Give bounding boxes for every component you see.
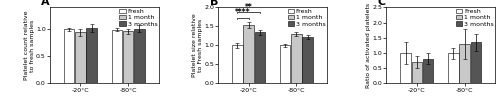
Bar bbox=[412, 62, 422, 83]
Bar bbox=[400, 53, 411, 83]
Y-axis label: Platelet count relative
to fresh samples: Platelet count relative to fresh samples bbox=[24, 11, 34, 80]
Bar bbox=[423, 59, 434, 83]
Bar bbox=[232, 45, 242, 83]
Bar bbox=[134, 29, 144, 83]
Text: **: ** bbox=[244, 3, 252, 12]
Legend: Fresh, 1 month, 3 months: Fresh, 1 month, 3 months bbox=[119, 8, 158, 27]
Y-axis label: Ratio of activated platelets: Ratio of activated platelets bbox=[366, 3, 371, 88]
Text: ****: **** bbox=[235, 8, 250, 17]
Bar bbox=[64, 29, 74, 83]
Bar bbox=[86, 28, 97, 83]
Legend: Fresh, 1 month, 3 months: Fresh, 1 month, 3 months bbox=[287, 8, 326, 27]
Bar bbox=[254, 32, 265, 83]
Bar bbox=[302, 37, 313, 83]
Text: C: C bbox=[378, 0, 386, 7]
Bar bbox=[448, 53, 458, 83]
Text: A: A bbox=[42, 0, 50, 7]
Legend: Fresh, 1 month, 3 months: Fresh, 1 month, 3 months bbox=[456, 8, 494, 27]
Bar bbox=[460, 44, 470, 83]
Bar bbox=[280, 45, 290, 83]
Text: B: B bbox=[210, 0, 218, 7]
Bar bbox=[75, 32, 86, 83]
Bar bbox=[123, 31, 134, 83]
Y-axis label: Platelet size relative
to Fresh samples: Platelet size relative to Fresh samples bbox=[192, 14, 203, 77]
Bar bbox=[112, 30, 122, 83]
Bar bbox=[470, 42, 481, 83]
Bar bbox=[244, 25, 254, 83]
Bar bbox=[291, 34, 302, 83]
